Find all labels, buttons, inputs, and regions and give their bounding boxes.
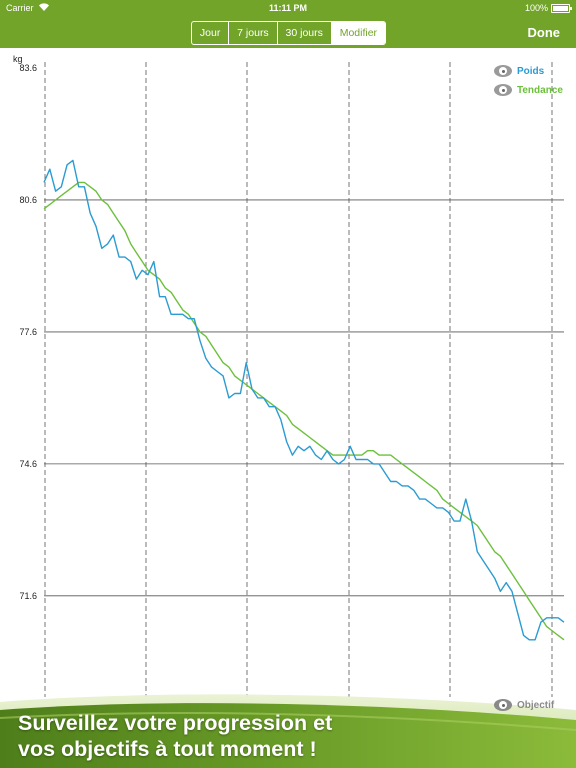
legend-trend-toggle[interactable]: Tendance (494, 84, 563, 96)
eye-icon (494, 65, 512, 77)
weight-chart: kg 83.6 80.6 77.6 74.6 71.6 (13, 54, 565, 697)
done-button[interactable]: Done (527, 25, 561, 40)
nav-bar: Jour 7 jours 30 jours Modifier Done (0, 16, 576, 48)
tagline-line-2: vos objectifs à tout moment ! (18, 737, 317, 761)
y-axis-unit: kg (13, 54, 23, 64)
carrier-label: Carrier (6, 3, 34, 13)
y-tick-label: 83.6 (19, 63, 37, 73)
y-tick-labels: 83.6 80.6 77.6 74.6 71.6 (19, 63, 37, 601)
trend-series-line (43, 181, 565, 641)
y-tick-label: 74.6 (19, 459, 37, 469)
status-bar: Carrier 11:11 PM 100% (0, 0, 576, 16)
legend-goal-toggle[interactable]: Objectif (494, 699, 554, 711)
period-segmented-control: Jour 7 jours 30 jours Modifier (191, 21, 386, 45)
tagline-line-1: Surveillez votre progression et (18, 711, 333, 735)
segment-modify[interactable]: Modifier (331, 22, 385, 44)
legend-weight-toggle[interactable]: Poids (494, 65, 544, 77)
battery-percent: 100% (524, 3, 548, 13)
tagline: Surveillez votre progression et vos obje… (18, 710, 332, 762)
y-tick-label: 71.6 (19, 591, 37, 601)
wifi-icon (38, 2, 50, 14)
clock-time: 11:11 PM (268, 3, 308, 13)
chart-series (43, 159, 565, 641)
legend-weight-label: Poids (517, 65, 545, 77)
segment-7-days[interactable]: 7 jours (229, 22, 278, 44)
segment-day[interactable]: Jour (192, 22, 230, 44)
legend-trend-label: Tendance (517, 84, 563, 96)
segment-30-days[interactable]: 30 jours (278, 22, 332, 44)
bottom-banner (0, 694, 576, 768)
battery-icon (551, 4, 572, 13)
legend-goal-label: Objectif (517, 699, 555, 711)
weight-series-line (43, 159, 565, 641)
y-tick-label: 77.6 (19, 327, 37, 337)
horizontal-grid (44, 199, 564, 597)
y-tick-label: 80.6 (19, 195, 37, 205)
eye-icon (494, 84, 512, 96)
vertical-grid (44, 62, 553, 697)
eye-icon (494, 699, 512, 711)
